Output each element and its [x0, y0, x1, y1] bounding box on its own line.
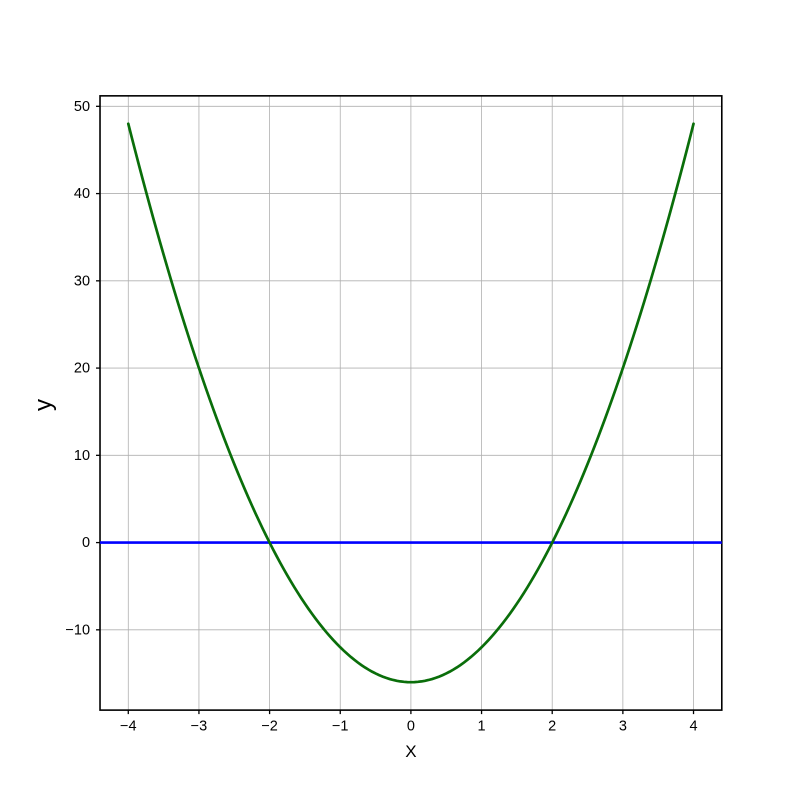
svg-text:20: 20	[74, 361, 90, 377]
svg-text:0: 0	[407, 719, 415, 735]
svg-text:X: X	[405, 742, 416, 761]
svg-text:4: 4	[689, 719, 697, 735]
svg-text:y: y	[30, 399, 57, 411]
svg-text:1: 1	[478, 719, 486, 735]
svg-text:10: 10	[74, 448, 90, 464]
svg-text:2: 2	[548, 719, 556, 735]
svg-text:40: 40	[74, 186, 90, 202]
svg-text:50: 50	[74, 99, 90, 115]
svg-text:30: 30	[74, 273, 90, 289]
svg-text:−4: −4	[120, 719, 137, 735]
svg-text:−2: −2	[261, 719, 278, 735]
svg-text:−1: −1	[332, 719, 349, 735]
svg-text:−3: −3	[191, 719, 208, 735]
svg-text:3: 3	[619, 719, 627, 735]
svg-text:−10: −10	[65, 622, 90, 638]
svg-text:0: 0	[82, 535, 90, 551]
